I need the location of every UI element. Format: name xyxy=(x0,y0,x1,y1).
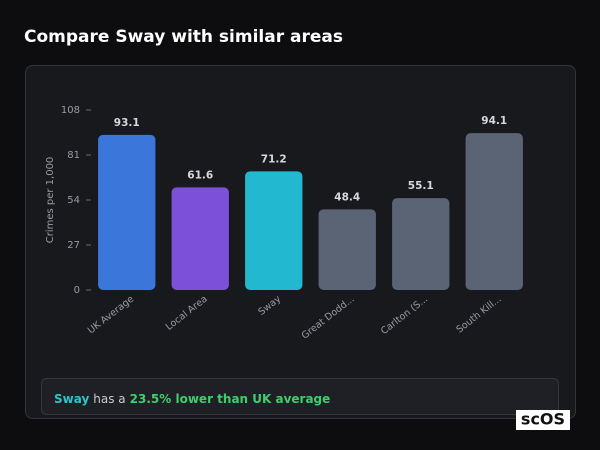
bar xyxy=(171,187,229,290)
bar xyxy=(465,133,523,290)
watermark: scOS xyxy=(521,410,565,429)
y-tick-label: 27 xyxy=(67,240,80,251)
bar xyxy=(318,209,376,290)
watermark-bg xyxy=(516,410,570,430)
y-tick-label: 54 xyxy=(67,195,80,206)
y-tick-label: 0 xyxy=(74,285,80,296)
y-axis-label: Crimes per 1,000 xyxy=(45,157,56,244)
value-label: 48.4 xyxy=(334,191,360,203)
value-label: 55.1 xyxy=(408,180,434,192)
summary-highlight: 23.5% lower than UK average xyxy=(130,392,331,406)
summary-box xyxy=(41,378,559,415)
value-label: 71.2 xyxy=(261,153,287,165)
value-label: 61.6 xyxy=(187,169,213,181)
bar xyxy=(245,171,303,290)
summary-subject: Sway xyxy=(54,392,89,406)
bar xyxy=(392,198,450,290)
y-tick-label: 81 xyxy=(67,150,80,161)
page-title: Compare Sway with similar areas xyxy=(24,27,343,47)
summary-text: Sway has a 23.5% lower than UK average xyxy=(54,392,330,406)
y-tick-label: 108 xyxy=(61,105,80,116)
bar xyxy=(98,134,156,290)
value-label: 93.1 xyxy=(114,117,140,129)
summary-middle: has a xyxy=(93,392,125,406)
value-label: 94.1 xyxy=(481,115,507,127)
